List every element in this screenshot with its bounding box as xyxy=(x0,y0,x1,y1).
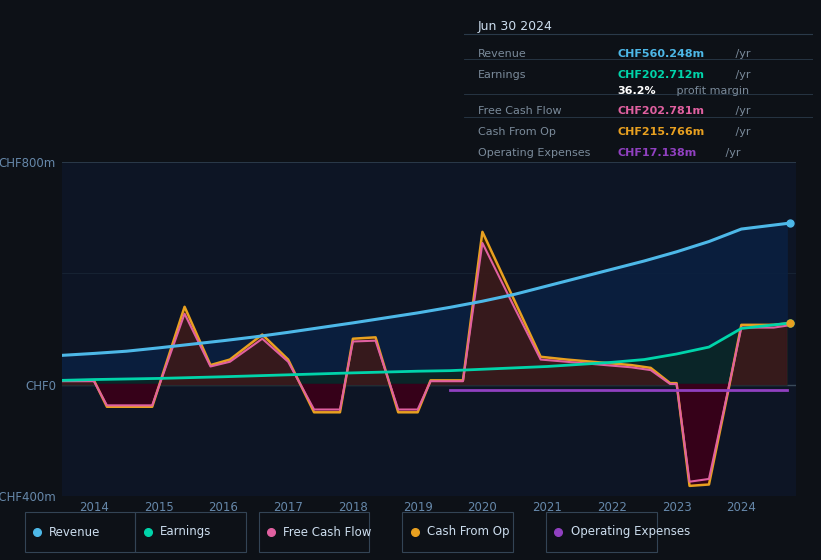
Text: profit margin: profit margin xyxy=(673,86,750,96)
Text: Earnings: Earnings xyxy=(160,525,212,539)
Text: /yr: /yr xyxy=(732,106,750,116)
Text: Revenue: Revenue xyxy=(478,49,526,59)
Text: /yr: /yr xyxy=(732,70,750,80)
Text: Operating Expenses: Operating Expenses xyxy=(478,148,590,158)
Text: /yr: /yr xyxy=(732,49,750,59)
Text: /yr: /yr xyxy=(722,148,741,158)
Text: Earnings: Earnings xyxy=(478,70,526,80)
Bar xyxy=(135,512,246,552)
Bar xyxy=(259,512,369,552)
Text: Jun 30 2024: Jun 30 2024 xyxy=(478,20,553,33)
Bar xyxy=(546,512,657,552)
Bar xyxy=(25,512,135,552)
Text: 36.2%: 36.2% xyxy=(617,86,656,96)
Text: Cash From Op: Cash From Op xyxy=(478,127,556,137)
Text: Revenue: Revenue xyxy=(49,525,101,539)
Text: /yr: /yr xyxy=(732,127,750,137)
Text: Free Cash Flow: Free Cash Flow xyxy=(478,106,562,116)
Bar xyxy=(402,512,513,552)
Text: CHF17.138m: CHF17.138m xyxy=(617,148,697,158)
Text: Cash From Op: Cash From Op xyxy=(427,525,509,539)
Text: Operating Expenses: Operating Expenses xyxy=(571,525,690,539)
Text: CHF202.781m: CHF202.781m xyxy=(617,106,704,116)
Text: CHF215.766m: CHF215.766m xyxy=(617,127,704,137)
Text: CHF202.712m: CHF202.712m xyxy=(617,70,704,80)
Text: Free Cash Flow: Free Cash Flow xyxy=(283,525,372,539)
Text: CHF560.248m: CHF560.248m xyxy=(617,49,704,59)
